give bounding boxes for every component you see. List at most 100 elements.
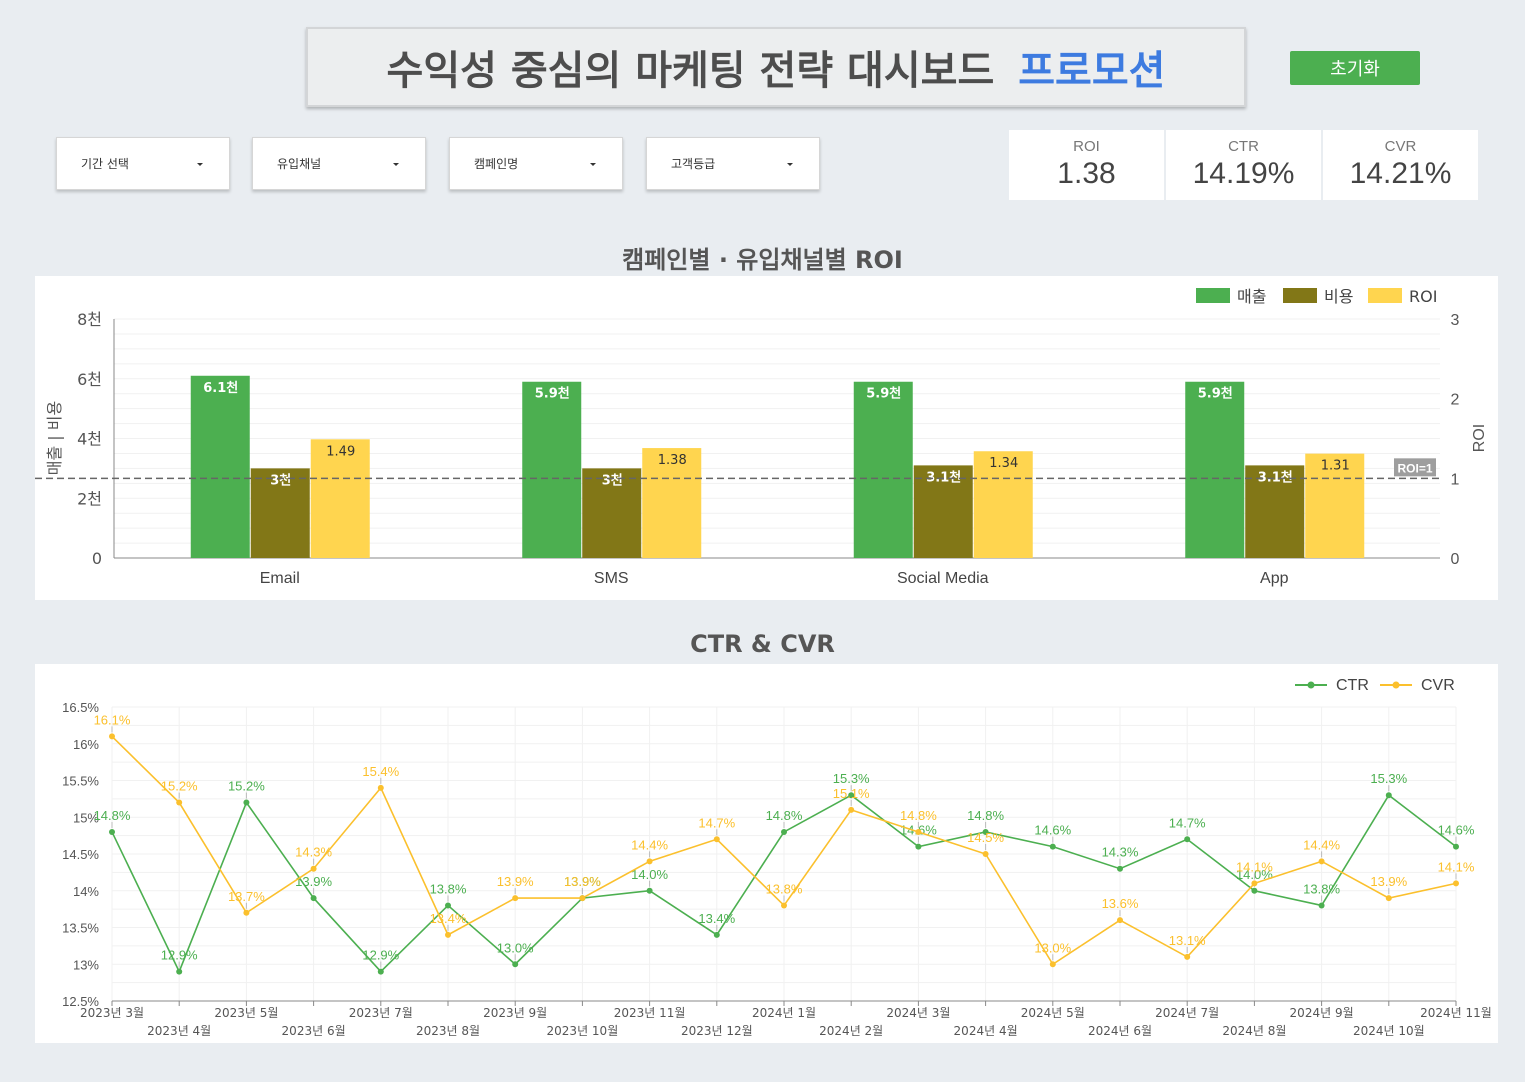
data-point-CTR — [1117, 865, 1123, 872]
bar-data-label: 5.9천 — [535, 387, 570, 402]
y-tick-label: 15% — [73, 810, 99, 825]
y-tick-label: 2천 — [77, 489, 102, 508]
data-point-CVR — [176, 799, 183, 806]
data-label-CTR: 13.0% — [497, 940, 534, 955]
kpi-ctr-label: CTR — [1228, 138, 1259, 155]
roi-reference-badge — [1394, 458, 1436, 477]
data-point-CTR — [1318, 902, 1325, 909]
ctr-cvr-chart-panel: 12.5% 13% 13.5% 14% 14.5% 15% 15.5% 16% 16.5% 202… — [35, 664, 1498, 1043]
roi-reference-label: ROI=1 — [1397, 461, 1432, 475]
x-tick-label: 2023년 4월 — [147, 1024, 211, 1038]
filter-campaign-label: 캠페인명 — [474, 157, 519, 171]
kpi-roi-label: ROI — [1073, 138, 1100, 155]
data-point-CTR — [377, 968, 384, 975]
dropdown-caret-icon — [197, 163, 203, 166]
data-label-CVR: 13.7% — [228, 889, 265, 904]
x-tick-label: 2023년 11월 — [614, 1006, 686, 1020]
data-label-CVR: 16.1% — [94, 712, 131, 727]
data-label-CTR: 14.8% — [967, 808, 1004, 823]
roi-chart-title: 캠페인별 · 유입채널별 ROI — [622, 246, 903, 274]
filter-channel-label: 유입채널 — [277, 157, 322, 171]
y-tick-label: 16% — [73, 737, 99, 752]
data-label-CTR: 14.8% — [766, 808, 803, 823]
filter-campaign[interactable]: 캠페인명 — [449, 137, 623, 190]
y2-tick-label: 1 — [1451, 471, 1460, 488]
y2-tick-label: 3 — [1451, 312, 1460, 329]
data-point-CVR — [781, 902, 787, 909]
data-label-CTR: 14.8% — [94, 808, 131, 823]
kpi-roi-value: 1.38 — [1057, 157, 1116, 190]
x-tick-label: 2024년 9월 — [1290, 1006, 1354, 1020]
legend-swatch — [1196, 288, 1230, 303]
y-tick-label: 13.5% — [62, 921, 99, 936]
data-point-CVR — [1117, 917, 1123, 924]
x-tick-label: 2024년 1월 — [752, 1006, 816, 1020]
y-axis-title: 매출 | 비용 — [45, 401, 64, 475]
data-point-CTR — [310, 895, 317, 902]
y-tick-label: 4천 — [77, 430, 102, 449]
y2-axis-title: ROI — [1471, 424, 1488, 452]
bar-매출 — [853, 381, 913, 558]
x-tick-label: 2024년 11월 — [1420, 1006, 1492, 1020]
filter-tier[interactable]: 고객등급 — [646, 137, 820, 190]
data-point-CTR — [1251, 887, 1258, 894]
filter-period[interactable]: 기간 선택 — [56, 137, 230, 190]
legend-label: ROI — [1409, 287, 1437, 306]
y-tick-label: 0 — [92, 549, 102, 568]
ctr-cvr-line-chart: 12.5% 13% 13.5% 14% 14.5% 15% 15.5% 16% 16.5% 202… — [62, 677, 1492, 1038]
x-category-label: Email — [260, 570, 300, 587]
data-point-CTR — [512, 961, 519, 968]
reset-button[interactable]: 초기화 — [1290, 51, 1420, 85]
bar-ROI — [973, 451, 1033, 558]
bar-비용 — [913, 465, 973, 558]
y-tick-label: 8천 — [77, 310, 102, 329]
data-point-CVR — [579, 895, 586, 902]
kpi-cvr-value: 14.21% — [1349, 157, 1452, 190]
data-point-CTR — [1184, 836, 1191, 843]
data-point-CVR — [1453, 880, 1459, 887]
data-point-CVR — [243, 909, 250, 916]
y2-tick-label: 0 — [1451, 551, 1460, 568]
bar-ROI — [310, 439, 370, 558]
data-label-CVR: 14.1% — [1236, 859, 1273, 874]
data-point-CTR — [982, 828, 989, 835]
bar-data-label: 1.49 — [326, 444, 355, 459]
bar-비용 — [250, 468, 310, 558]
legend-marker — [1392, 681, 1400, 689]
x-category-label: App — [1260, 570, 1289, 587]
data-label-CTR: 14.3% — [1102, 845, 1139, 860]
x-tick-label: 2024년 7월 — [1155, 1006, 1219, 1020]
bar-data-label: 1.38 — [658, 453, 687, 468]
data-point-CTR — [781, 828, 787, 835]
data-point-CVR — [512, 895, 519, 902]
data-point-CTR — [646, 887, 653, 894]
x-tick-label: 2024년 3월 — [886, 1006, 950, 1020]
data-label-CTR: 13.8% — [430, 881, 467, 896]
legend-label: 매출 — [1237, 287, 1266, 306]
ctr-cvr-chart-title: CTR & CVR — [690, 630, 835, 658]
roi-chart-panel: 0 2천 4천 6천 8천 0 1 2 3 매출 | 비용 ROI 6.1천 3천 1.49 Email 5.… — [35, 276, 1498, 600]
data-label-CTR: 12.9% — [161, 948, 198, 963]
data-point-CVR — [310, 865, 317, 872]
bar-data-label: 3천 — [270, 473, 291, 488]
x-category-label: Social Media — [897, 570, 989, 587]
data-label-CTR: 13.9% — [564, 874, 601, 889]
data-point-CTR — [445, 902, 451, 909]
x-tick-label: 2024년 10월 — [1353, 1024, 1425, 1038]
kpi-cvr: CVR 14.21% — [1323, 130, 1478, 200]
data-point-CTR — [1453, 843, 1459, 850]
data-label-CVR: 15.4% — [362, 764, 399, 779]
data-point-CTR — [176, 968, 183, 975]
data-label-CTR: 14.0% — [631, 867, 668, 882]
legend-swatch — [1368, 288, 1402, 303]
data-point-CVR — [915, 828, 922, 835]
data-point-CTR — [915, 843, 922, 850]
bar-data-label: 3천 — [602, 473, 623, 488]
x-tick-label: 2024년 5월 — [1021, 1006, 1085, 1020]
data-label-CVR: 13.9% — [497, 874, 534, 889]
x-tick-label: 2023년 5월 — [214, 1006, 278, 1020]
x-tick-label: 2023년 12월 — [681, 1024, 753, 1038]
data-label-CTR: 15.3% — [1370, 771, 1407, 786]
filter-channel[interactable]: 유입채널 — [252, 137, 426, 190]
dropdown-caret-icon — [787, 163, 793, 166]
